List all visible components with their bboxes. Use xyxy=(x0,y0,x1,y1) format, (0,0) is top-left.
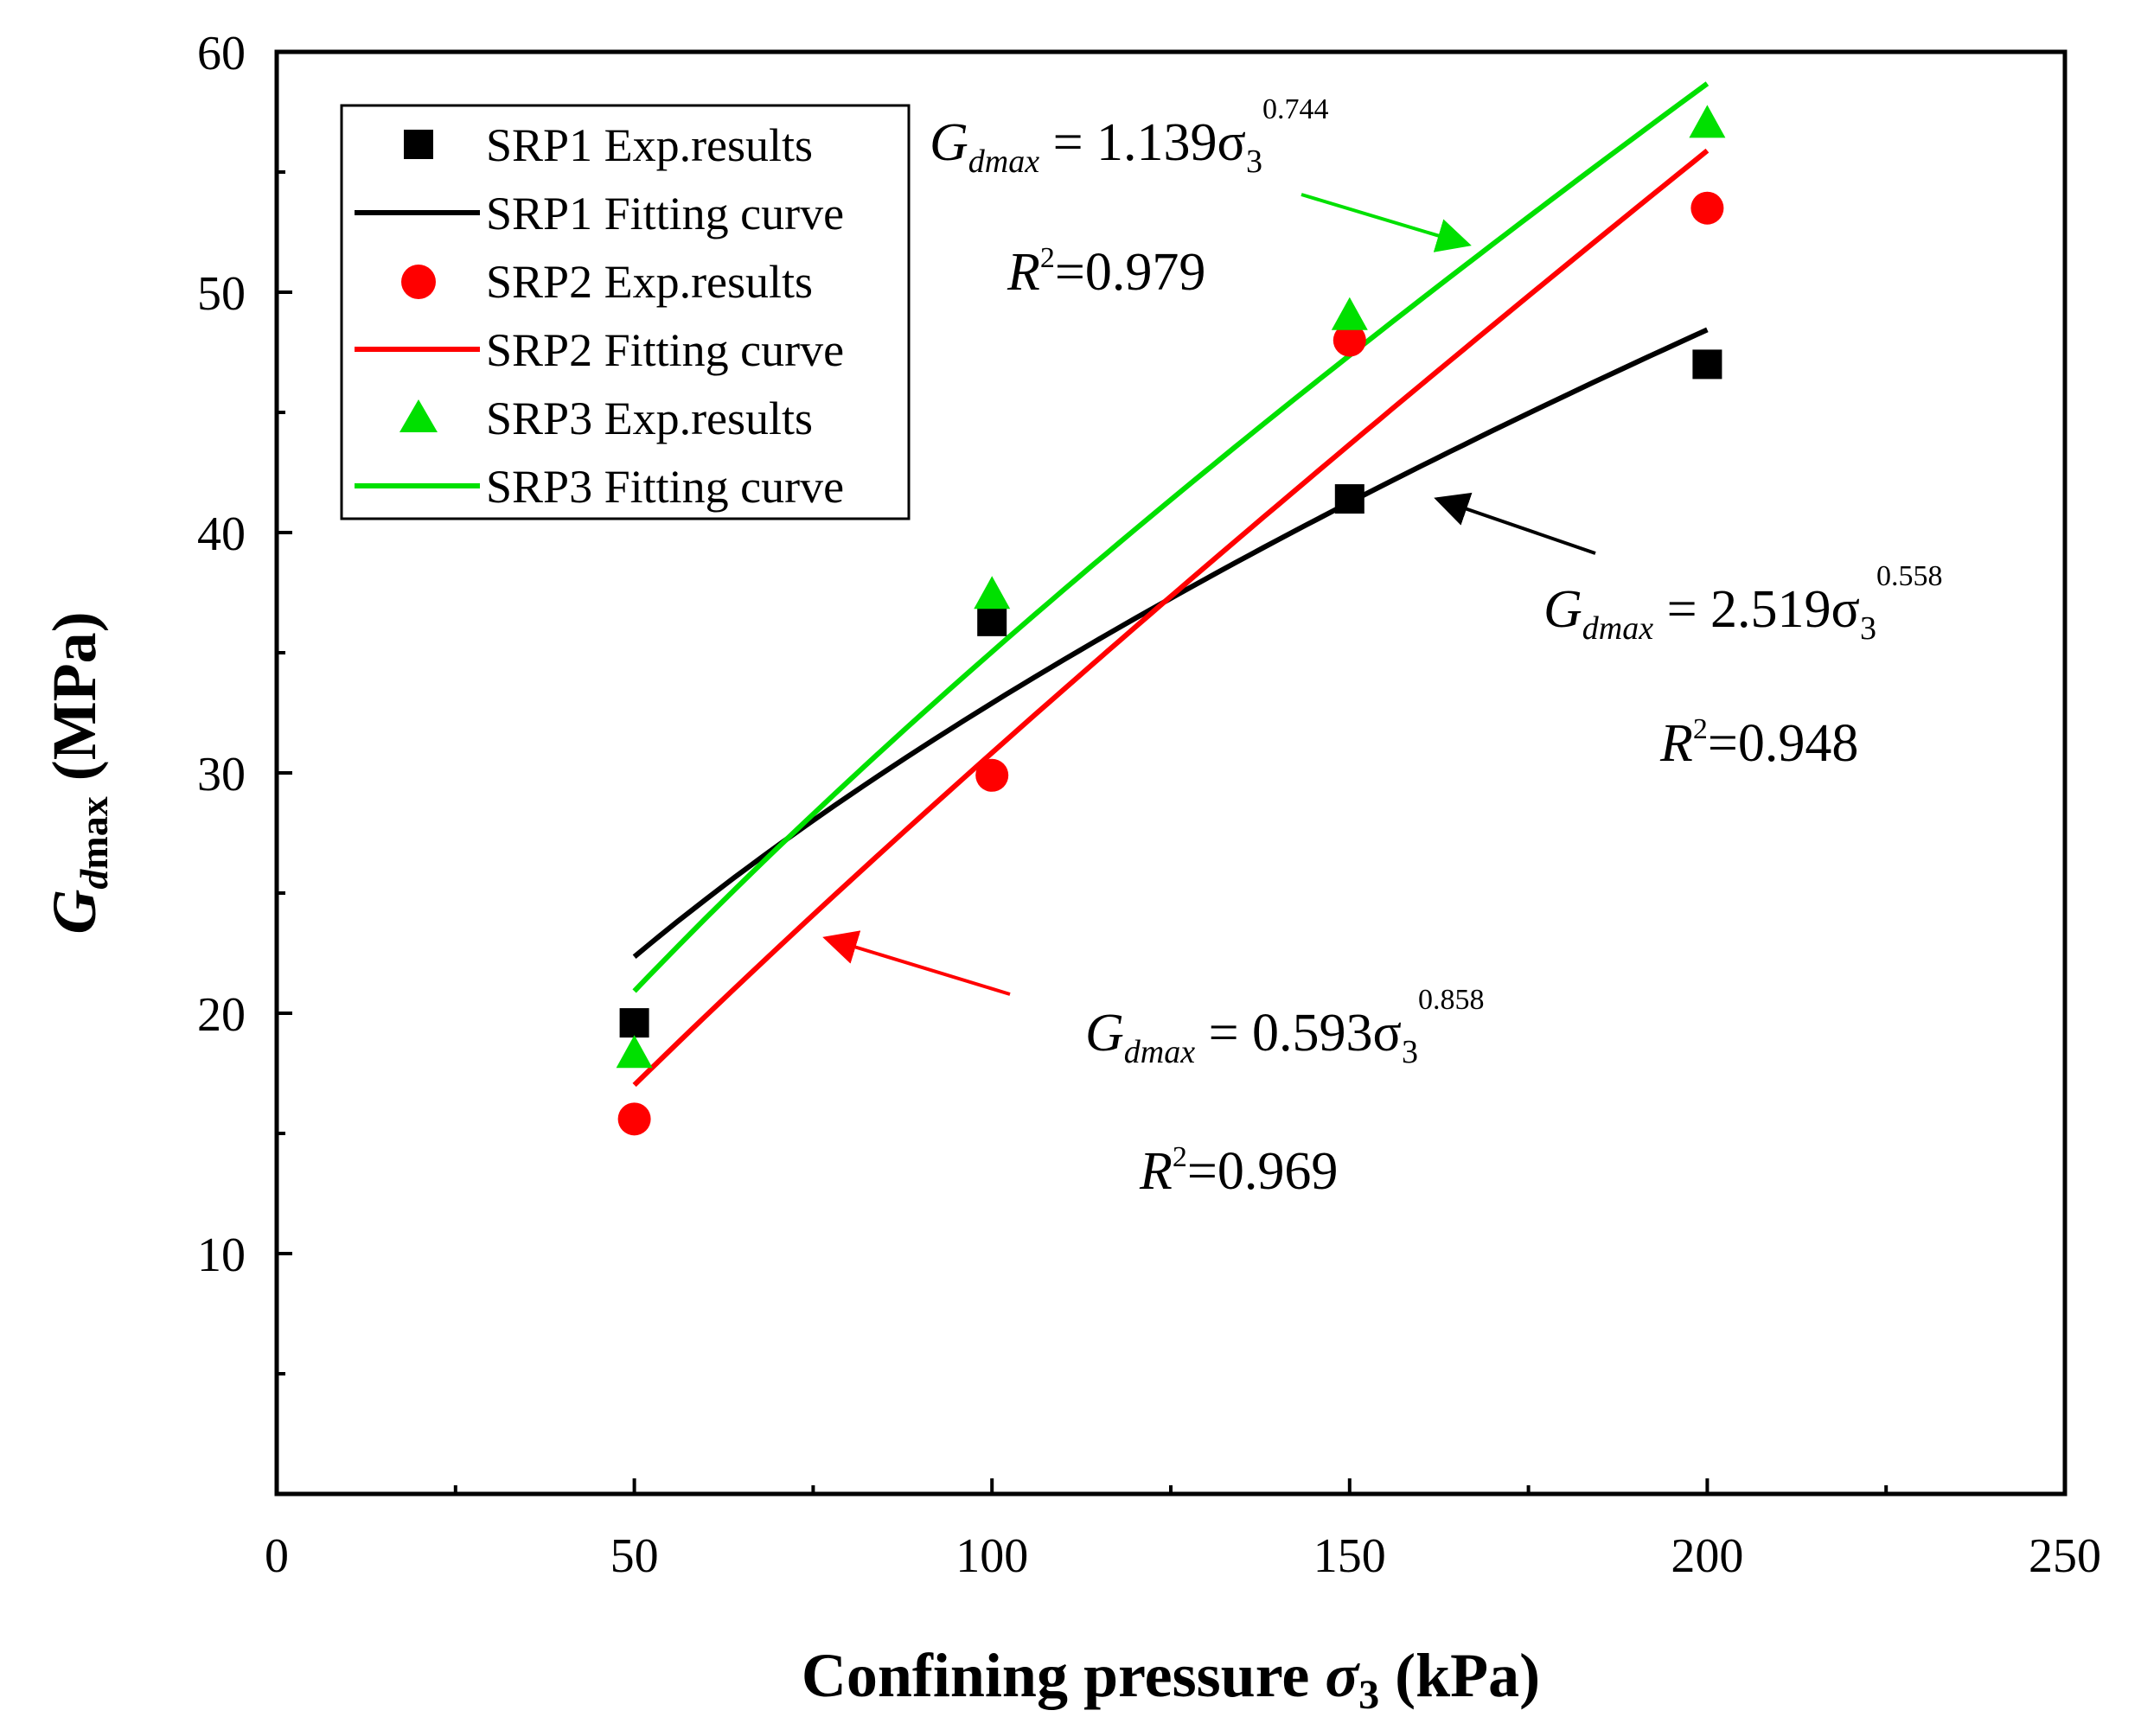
x-tick-label: 150 xyxy=(1313,1529,1386,1583)
srp1-point xyxy=(619,1008,649,1038)
annotation-srp1: Gdmax = 2.519σ30.558 R2=0.948 xyxy=(1434,492,1942,773)
srp1-point xyxy=(1692,349,1722,380)
srp3-point xyxy=(974,576,1011,610)
annotation-srp2-r2: R2=0.969 xyxy=(1139,1141,1338,1201)
x-tick-label: 200 xyxy=(1671,1529,1743,1583)
legend-srp2-curve-label: SRP2 Fitting curve xyxy=(486,324,844,376)
annotation-srp2: Gdmax = 0.593σ30.858 R2=0.969 xyxy=(822,930,1484,1201)
srp3-point xyxy=(1331,297,1368,330)
srp2-point xyxy=(975,758,1009,792)
legend: SRP1 Exp.results SRP1 Fitting curve SRP2… xyxy=(340,104,911,520)
annotation-srp1-arrow xyxy=(1434,492,1596,555)
legend-srp3-points-label: SRP3 Exp.results xyxy=(486,393,813,444)
legend-box xyxy=(340,104,911,520)
x-tick-label: 50 xyxy=(610,1529,659,1583)
legend-srp2-points-label: SRP2 Exp.results xyxy=(486,256,813,308)
srp3-fitting-curve xyxy=(632,81,1710,993)
srp3-point xyxy=(1689,105,1726,138)
srp1-point xyxy=(1334,484,1364,514)
data-markers xyxy=(616,105,1726,1136)
fitting-curves xyxy=(632,81,1710,1088)
x-axis-title: Confining pressure σ3 (kPa) xyxy=(802,1641,1540,1718)
srp3-point xyxy=(616,1035,653,1069)
legend-srp1-curve-label: SRP1 Fitting curve xyxy=(486,188,844,239)
y-axis-ticks: 10 20 30 40 50 60 xyxy=(197,27,292,1375)
legend-srp2-points-swatch xyxy=(401,265,436,299)
annotation-srp1-equation: Gdmax = 2.519σ30.558 xyxy=(1543,560,1942,647)
y-axis-title: Gdmax (MPa) xyxy=(40,611,116,934)
x-tick-label: 0 xyxy=(265,1529,289,1583)
legend-srp1-points-swatch xyxy=(404,130,433,159)
y-tick-label: 30 xyxy=(197,748,246,801)
srp2-fitting-curve xyxy=(632,148,1710,1088)
srp2-point xyxy=(1333,323,1366,357)
annotation-srp1-r2: R2=0.948 xyxy=(1659,713,1858,773)
legend-srp3-curve-label: SRP3 Fitting curve xyxy=(486,461,844,513)
annotation-srp2-equation: Gdmax = 0.593σ30.858 xyxy=(1085,984,1484,1070)
annotation-srp2-arrow xyxy=(822,930,1011,996)
legend-srp3-points-swatch xyxy=(399,399,438,432)
y-tick-label: 20 xyxy=(197,988,246,1042)
srp2-point xyxy=(1690,191,1724,225)
srp1-point xyxy=(977,606,1007,636)
y-tick-label: 60 xyxy=(197,27,246,80)
y-tick-label: 50 xyxy=(197,267,246,321)
srp2-point xyxy=(617,1102,651,1136)
annotation-srp3-arrow xyxy=(1301,193,1472,252)
x-tick-label: 100 xyxy=(955,1529,1028,1583)
y-tick-label: 10 xyxy=(197,1229,246,1282)
x-axis-ticks: 0 50 100 150 200 250 xyxy=(265,1478,2101,1583)
annotation-srp3-r2: R2=0.979 xyxy=(1007,242,1205,302)
annotation-srp3-equation: Gdmax = 1.139σ30.744 xyxy=(930,93,1328,180)
y-tick-label: 40 xyxy=(197,507,246,561)
legend-srp1-points-label: SRP1 Exp.results xyxy=(486,119,813,171)
x-tick-label: 250 xyxy=(2029,1529,2101,1583)
annotation-srp3: Gdmax = 1.139σ30.744 R2=0.979 xyxy=(930,93,1472,302)
